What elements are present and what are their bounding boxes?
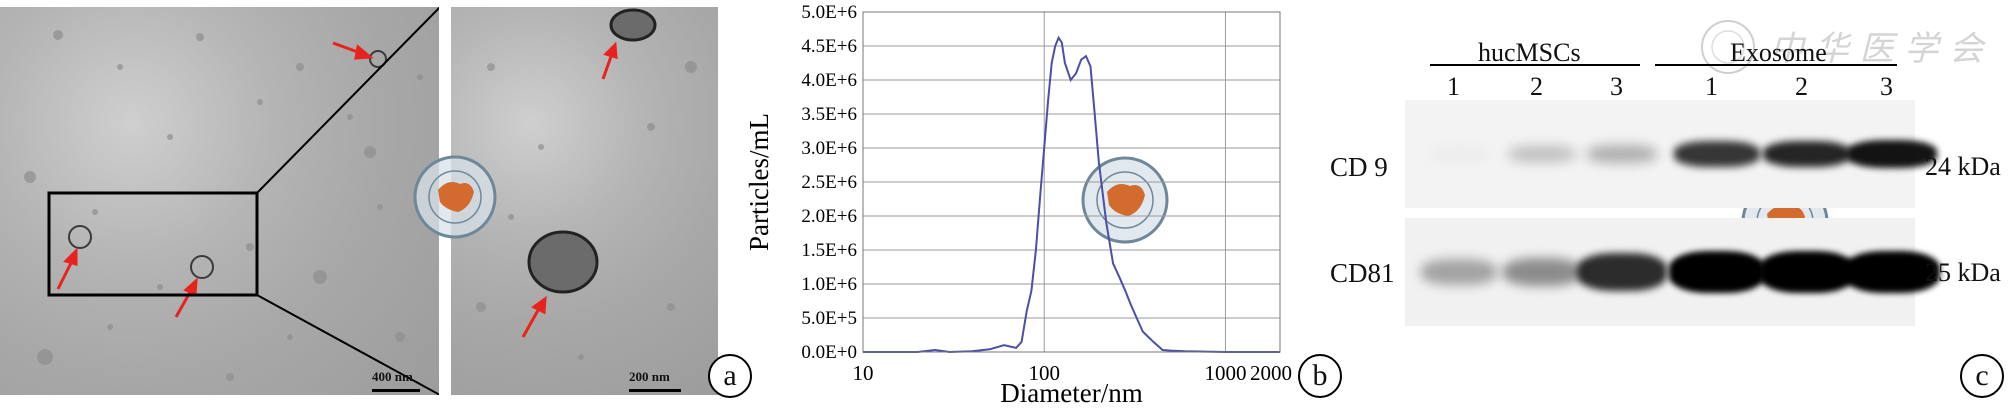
y-tick-label-2: 1.0E+6 bbox=[801, 274, 857, 295]
y-tick-label-3: 1.5E+6 bbox=[801, 240, 857, 261]
kda-label-cd81: 25 kDa bbox=[1925, 258, 2001, 287]
group-underline-hucmscs bbox=[1430, 64, 1640, 66]
panel-tag-c: c bbox=[1960, 354, 2004, 398]
y-tick-label-8: 4.0E+6 bbox=[801, 70, 857, 91]
chart-y-ticks: 0.0E+0 5.0E+5 1.0E+6 1.5E+6 2.0E+6 2.5E+6 3.0E… bbox=[801, 2, 857, 363]
scale-bar-left bbox=[372, 389, 420, 392]
chart-x-ticks: 10 100 1000 2000 bbox=[853, 361, 1293, 385]
panel-tag-a: a bbox=[708, 354, 752, 398]
y-tick-label-7: 3.5E+6 bbox=[801, 104, 857, 125]
cd9-band-3 bbox=[1674, 141, 1760, 167]
chart-y-axis-label: Particles/mL bbox=[744, 113, 774, 251]
cd81-band-0 bbox=[1421, 258, 1497, 286]
chart-grid bbox=[863, 11, 1280, 353]
cd9-band-5 bbox=[1847, 140, 1937, 168]
blot-row-cd9 bbox=[1405, 100, 1937, 208]
scale-label-right: 200 nm bbox=[629, 369, 670, 384]
lane-number-3: 1 bbox=[1705, 72, 1718, 101]
cd9-band-0 bbox=[1428, 147, 1491, 160]
x-tick-label-2: 1000 bbox=[1204, 361, 1246, 385]
cd81-band-3 bbox=[1669, 251, 1765, 293]
scale-label-left: 400 nm bbox=[372, 369, 413, 384]
y-tick-label-9: 4.5E+6 bbox=[801, 36, 857, 57]
cd9-band-2 bbox=[1586, 145, 1658, 163]
tem-image-overview: 400 nm bbox=[0, 7, 439, 395]
chart-plot-frame bbox=[862, 11, 1281, 353]
association-seal-middle bbox=[1081, 156, 1169, 244]
svg-text:中 华 医 学 会: 中 华 医 学 会 bbox=[1770, 29, 1987, 69]
tem-overview-texture bbox=[24, 7, 439, 395]
y-tick-label-0: 0.0E+0 bbox=[801, 342, 857, 363]
lane-number-2: 3 bbox=[1610, 72, 1623, 101]
x-tick-label-0: 10 bbox=[853, 361, 874, 385]
lane-number-4: 2 bbox=[1795, 72, 1808, 101]
cd81-band-4 bbox=[1759, 251, 1855, 293]
group-label-exosome: Exosome bbox=[1730, 38, 1827, 67]
lane-number-1: 2 bbox=[1530, 72, 1543, 101]
y-tick-label-6: 3.0E+6 bbox=[801, 138, 857, 159]
x-tick-label-3: 2000 bbox=[1250, 361, 1292, 385]
chart-series-line bbox=[863, 35, 1280, 354]
chart-x-axis-label: Diameter/nm bbox=[1000, 378, 1142, 408]
cd81-band-5 bbox=[1844, 251, 1940, 293]
tem-zoom-texture bbox=[476, 8, 697, 360]
cd81-band-1 bbox=[1502, 257, 1582, 287]
y-tick-label-4: 2.0E+6 bbox=[801, 206, 857, 227]
cd9-band-1 bbox=[1507, 145, 1577, 163]
kda-label-cd9: 24 kDa bbox=[1925, 152, 2001, 181]
publisher-watermark: 中 华 医 学 会 bbox=[1701, 20, 1987, 74]
cd9-band-4 bbox=[1763, 140, 1851, 168]
panel-tag-b: b bbox=[1298, 354, 1342, 398]
group-underline-exosome bbox=[1655, 64, 1897, 66]
size-distribution-chart: 0.0E+0 5.0E+5 1.0E+6 1.5E+6 2.0E+6 2.5E+6 3.0E… bbox=[744, 2, 1293, 408]
x-tick-label-1: 100 bbox=[1028, 361, 1060, 385]
blot-label-cd81: CD81 bbox=[1330, 258, 1395, 288]
association-seal-left bbox=[413, 155, 497, 239]
y-tick-label-1: 5.0E+5 bbox=[801, 308, 857, 329]
blot-label-cd9: CD 9 bbox=[1330, 152, 1388, 182]
lane-number-5: 3 bbox=[1880, 72, 1893, 101]
cd81-band-2 bbox=[1576, 253, 1668, 291]
y-tick-label-5: 2.5E+6 bbox=[801, 172, 857, 193]
lane-number-0: 1 bbox=[1447, 72, 1460, 101]
y-tick-label-10: 5.0E+6 bbox=[801, 2, 857, 23]
group-label-hucmscs: hucMSCs bbox=[1478, 38, 1581, 67]
blot-row-cd81 bbox=[1405, 218, 1940, 326]
scale-bar-right bbox=[629, 389, 681, 392]
